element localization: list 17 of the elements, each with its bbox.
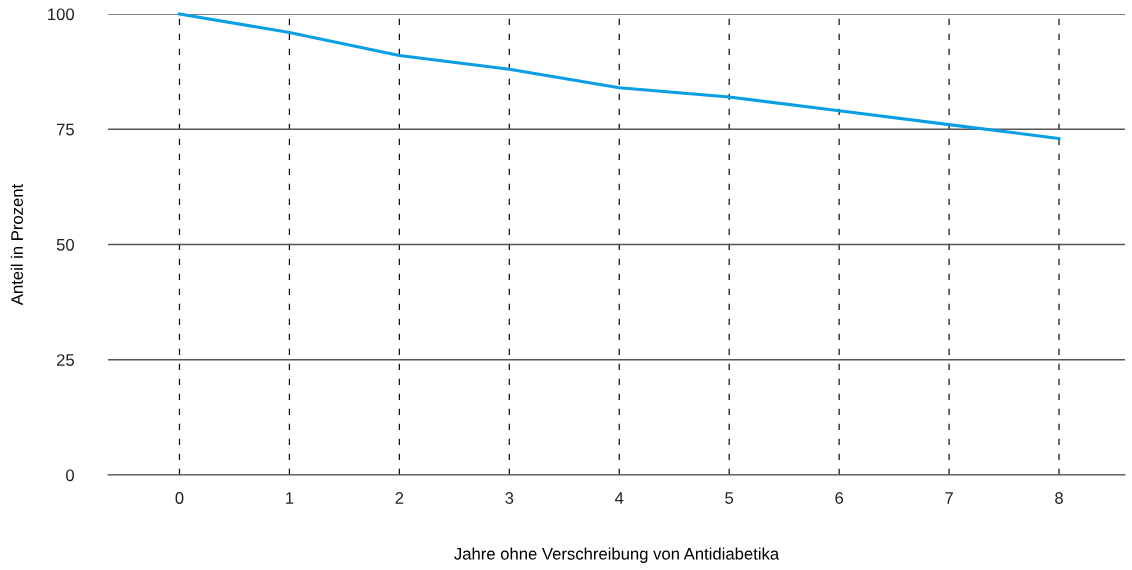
y-tick-label: 100 <box>48 8 75 21</box>
y-tick-label: 50 <box>56 238 75 251</box>
x-axis-title: Jahre ohne Verschreibung von Antidiabetika <box>454 547 780 563</box>
x-tick-label: 0 <box>175 492 184 504</box>
y-tick-label: 0 <box>66 469 75 482</box>
line-series <box>177 12 1061 140</box>
x-tick-label: 6 <box>835 492 844 504</box>
x-tick-label: 3 <box>505 492 514 504</box>
x-tick-label: 8 <box>1055 492 1063 504</box>
y-tick-label: 25 <box>56 354 74 366</box>
x-tick-label: 5 <box>725 492 734 504</box>
y-axis-title: Anteil in Prozent <box>10 183 23 306</box>
x-tick-label: 4 <box>615 492 624 504</box>
y-tick-label: 75 <box>56 123 74 136</box>
x-tick-label: 7 <box>945 492 953 504</box>
x-tick-label: 1 <box>286 492 294 504</box>
x-tick-label: 2 <box>395 492 404 504</box>
